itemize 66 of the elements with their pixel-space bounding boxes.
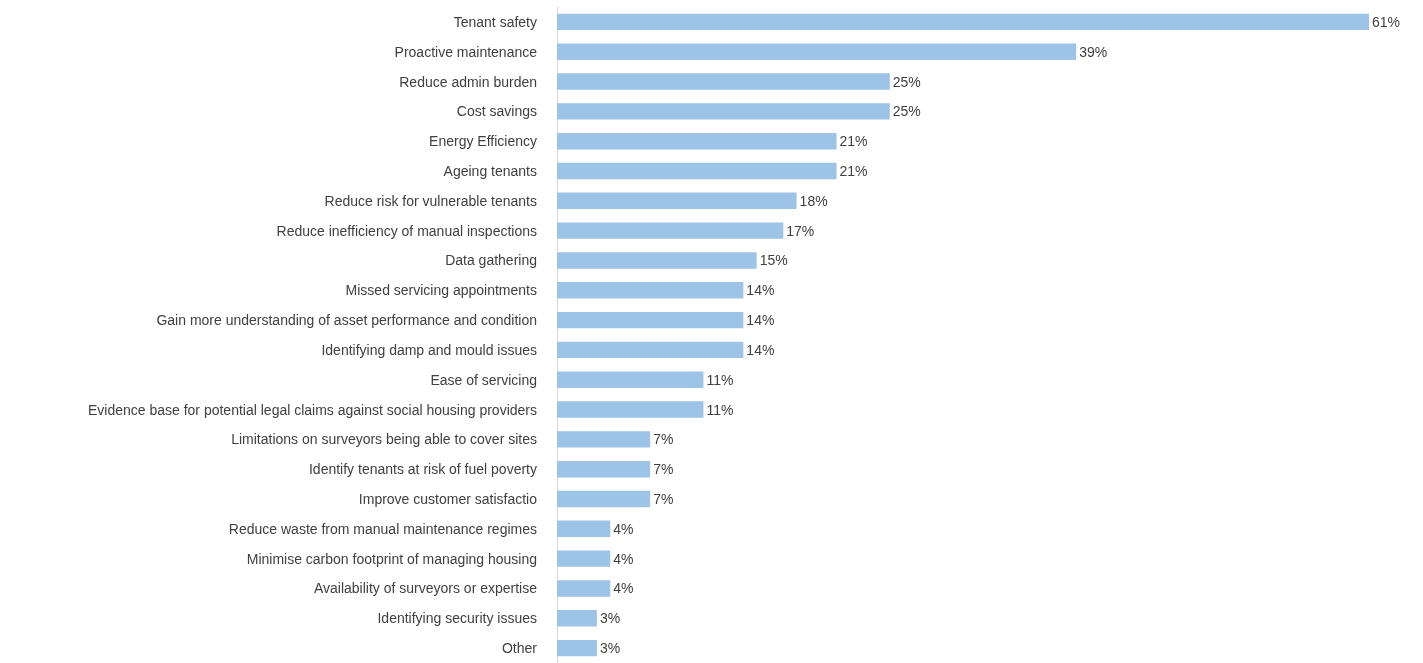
y-tick-label: Cost savings: [456, 103, 537, 120]
bar: [557, 43, 1077, 60]
data-label: 21%: [839, 133, 868, 150]
data-label: 11%: [706, 371, 734, 388]
bar: [557, 580, 611, 597]
data-label: 25%: [892, 103, 921, 120]
y-tick-label: Ageing tenants: [443, 163, 537, 179]
data-label: 4%: [613, 550, 634, 567]
data-label: 21%: [839, 163, 868, 179]
data-label: 25%: [892, 73, 921, 90]
y-tick-label: Identifying security issues: [377, 610, 537, 627]
bar: [557, 520, 611, 538]
bar: [557, 282, 744, 299]
bar: [557, 341, 744, 359]
data-label: 7%: [653, 491, 674, 507]
data-label: 14%: [746, 312, 775, 329]
y-tick-label: Minimise carbon footprint of managing housing: [246, 550, 537, 567]
y-tick-label: Reduce waste from manual maintenance regimes: [228, 520, 537, 537]
y-tick-label: Identifying damp and mould issues: [321, 341, 537, 358]
bar: [557, 192, 797, 210]
y-tick-label: Ease of servicing: [430, 371, 537, 388]
bar: [557, 431, 651, 448]
bar: [557, 401, 704, 418]
y-tick-label: Reduce risk for vulnerable tenants: [324, 192, 537, 209]
y-tick-label: Reduce admin burden: [399, 73, 537, 90]
bar: [557, 222, 784, 239]
bar: [557, 252, 757, 269]
data-label: 61%: [1372, 13, 1401, 30]
data-label: 4%: [613, 520, 634, 537]
y-tick-label: Identify tenants at risk of fuel poverty: [308, 461, 537, 478]
y-tick-label: Tenant safety: [453, 13, 537, 30]
y-tick-label: Proactive maintenance: [394, 43, 538, 60]
bar: [557, 162, 837, 180]
bar: [557, 610, 597, 627]
y-tick-label: Other: [501, 640, 538, 657]
data-label: 11%: [706, 401, 734, 418]
bar: [557, 103, 890, 120]
y-tick-label: Availability of surveyors or expertise: [313, 580, 538, 597]
y-tick-label: Gain more understanding of asset performance and condition: [156, 312, 537, 329]
data-label: 7%: [653, 461, 674, 478]
bar: [557, 639, 597, 657]
data-label: 4%: [613, 580, 634, 597]
y-tick-label: Improve customer satisfactio: [358, 491, 538, 507]
bar: [557, 371, 704, 388]
bar: [557, 13, 1369, 31]
data-label: 3%: [599, 610, 621, 627]
bar: [557, 550, 611, 567]
bar: [557, 132, 837, 150]
bar: [557, 490, 651, 508]
data-label: 18%: [799, 192, 828, 209]
bar: [557, 73, 890, 90]
y-tick-label: Limitations on surveyors being able to cover sites: [231, 431, 537, 448]
bar: [557, 460, 651, 478]
bar: [557, 311, 744, 329]
y-tick-label: Missed servicing appointments: [345, 282, 537, 299]
y-tick-label: Energy Efficiency: [429, 133, 537, 150]
data-label: 15%: [759, 252, 788, 269]
y-tick-label: Evidence base for potential legal claims against social housing providers: [87, 401, 537, 418]
data-label: 17%: [786, 222, 815, 239]
data-label: 7%: [653, 431, 674, 448]
data-label: 3%: [599, 640, 621, 657]
y-tick-label: Data gathering: [445, 252, 537, 269]
y-tick-label: Reduce inefficiency of manual inspections: [276, 222, 537, 239]
data-label: 14%: [746, 341, 775, 358]
data-label: 39%: [1079, 43, 1108, 60]
data-label: 14%: [746, 282, 775, 299]
